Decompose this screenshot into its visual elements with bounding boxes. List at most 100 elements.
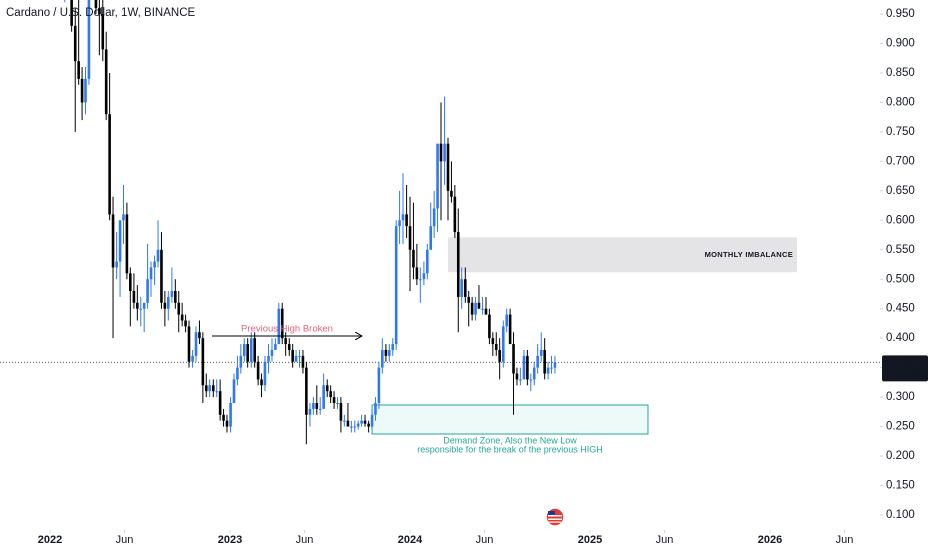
candle-body [132, 291, 136, 303]
candle-body [325, 385, 329, 392]
candle-body [174, 291, 177, 303]
x-tick-label: Jun [296, 534, 314, 546]
overlay: Previous High Broken [212, 324, 362, 336]
candle-body [136, 302, 139, 309]
flag-icon [545, 507, 565, 527]
candle-body [350, 426, 353, 428]
candle-body [526, 355, 529, 380]
candle-body [301, 355, 305, 368]
candle-body [308, 408, 312, 415]
price-label: 0.359 [886, 356, 915, 368]
candle-body [294, 355, 298, 362]
chart-title: Cardano / U.S. Dollar, 1W, BINANCE [6, 7, 196, 19]
candle-body [491, 338, 495, 345]
candle-body [204, 385, 208, 392]
y-tick-label: 0.650 [886, 185, 915, 197]
candle-body [353, 426, 357, 428]
candle-body [298, 355, 301, 357]
candle-body [384, 349, 388, 356]
candle-body [356, 423, 360, 427]
candle-body [166, 296, 170, 309]
candle-body [98, 8, 101, 15]
candle-body [215, 391, 219, 393]
candle-body [439, 143, 443, 162]
candle-body [229, 402, 232, 427]
candle-body [263, 361, 267, 386]
candle-body [218, 391, 222, 415]
candle-body [536, 355, 539, 368]
candle-body [94, 0, 98, 9]
candle-body [394, 226, 398, 345]
candle-body [125, 214, 129, 274]
candle-body [553, 362, 557, 368]
candle-body [249, 338, 253, 362]
candle-body [388, 349, 391, 356]
candle-body [170, 291, 174, 297]
candle-body [456, 232, 460, 297]
candle-body [412, 249, 415, 268]
candle-body [477, 302, 481, 309]
candle-body [70, 0, 73, 26]
candle-body [318, 408, 322, 410]
zones: MONTHLY IMBALANCE Demand Zone, Also the N… [371, 237, 798, 454]
candle-body [184, 320, 187, 327]
candle-body [104, 49, 108, 115]
price-label-box [882, 355, 928, 382]
candle-body [363, 420, 367, 424]
candle-body [436, 143, 439, 209]
candle-body [156, 249, 160, 262]
candle-body [277, 308, 281, 345]
candle-body [415, 267, 419, 280]
candle-body [429, 226, 433, 250]
y-tick-label: 0.100 [886, 509, 915, 521]
candle-body [484, 308, 488, 315]
x-tick-label: 2023 [218, 534, 242, 546]
candle-body [463, 279, 467, 297]
candle-body [481, 308, 484, 310]
candle-body [253, 338, 256, 362]
demand-text: responsible for the break of the previou… [417, 444, 603, 454]
candle-body [405, 214, 408, 227]
candle-body [370, 414, 374, 427]
candle-body [208, 385, 211, 392]
candle-body [225, 420, 229, 427]
candle-body [187, 326, 191, 362]
candle-body [391, 344, 395, 350]
candle-body [512, 344, 515, 374]
candle-body [408, 226, 412, 250]
candle-body [270, 349, 274, 356]
demand-zone [371, 404, 649, 435]
y-tick-label: 0.550 [886, 244, 915, 256]
candle-body [163, 302, 167, 309]
y-tick-label: 0.900 [886, 38, 915, 50]
candle-body [312, 402, 315, 409]
candle-body [505, 314, 508, 327]
y-tick-label: 0.600 [886, 214, 915, 226]
candle-body [101, 14, 105, 50]
candle-body [111, 214, 115, 268]
candle-body [322, 385, 325, 409]
x-tick-label: Jun [116, 534, 134, 546]
axes: 0.950 0.900 0.850 0.800 0.750 0.700 0.650 0.600… [38, 8, 928, 546]
candle-body [519, 379, 522, 381]
candle-body [232, 379, 236, 403]
imbalance-label: MONTHLY IMBALANCE [705, 250, 793, 259]
y-tick-label: 0.800 [886, 96, 915, 108]
candle-body [515, 373, 519, 380]
candle-body [381, 349, 384, 368]
x-tick-label: Jun [476, 534, 494, 546]
y-tick-label: 0.750 [886, 126, 915, 138]
candle-body [377, 367, 381, 403]
candle-body [522, 355, 526, 380]
x-tick-label: 2026 [758, 534, 782, 546]
candle-body [539, 349, 543, 356]
candle-body [498, 349, 501, 362]
x-tick-label: 2024 [398, 534, 423, 546]
candle-body [336, 402, 339, 404]
candle-body [177, 302, 181, 315]
candle-body [291, 349, 294, 362]
candle-body [398, 220, 401, 227]
y-tick-label: 0.950 [886, 8, 915, 20]
candle-body [284, 338, 287, 345]
